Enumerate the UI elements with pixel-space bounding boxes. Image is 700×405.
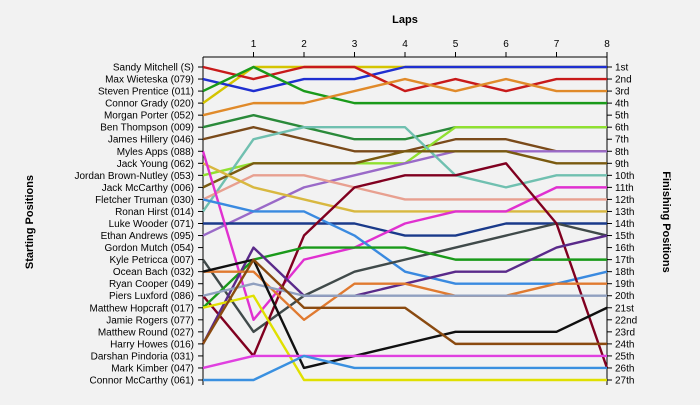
finishing-label: 20th — [615, 291, 634, 302]
finishing-label: 21st — [615, 303, 634, 314]
series-line-24 — [202, 258, 608, 370]
x-tick-label: 5 — [453, 39, 459, 50]
finishing-label: 15th — [615, 231, 634, 242]
x-tick-labels: 1 2 3 4 5 6 7 8 — [251, 39, 610, 57]
finishing-label: 10th — [615, 171, 634, 182]
starting-position-labels: Sandy Mitchell (S)Max Wieteska (079)Stev… — [75, 63, 203, 387]
starting-label: Harry Howes (016) — [110, 339, 194, 350]
finishing-label: 27th — [615, 376, 634, 387]
finishing-label: 12th — [615, 195, 634, 206]
series-line-27 — [203, 354, 607, 382]
starting-label: Connor McCarthy (061) — [90, 376, 194, 387]
series-line-23 — [202, 294, 607, 382]
x-tick-label: 1 — [251, 39, 257, 50]
starting-label: Ethan Andrews (095) — [101, 231, 194, 242]
starting-label: Connor Grady (020) — [105, 99, 194, 110]
starting-label: Max Wieteska (079) — [105, 75, 194, 86]
x-tick-label: 6 — [503, 39, 509, 50]
starting-label: Steven Prentice (011) — [98, 87, 194, 98]
starting-label: Jack McCarthy (006) — [102, 183, 194, 194]
finishing-label: 6th — [615, 123, 629, 134]
finishing-label: 11th — [615, 183, 634, 194]
series-line-15 — [201, 150, 607, 322]
finishing-label: 18th — [615, 267, 634, 278]
series-line-9 — [202, 150, 607, 237]
starting-label: Ronan Hirst (014) — [115, 207, 194, 218]
series-lines — [201, 65, 609, 382]
series-line-12 — [202, 150, 607, 189]
series-line-13 — [202, 162, 607, 213]
finishing-label: 4th — [615, 99, 629, 110]
finishing-label: 13th — [615, 207, 634, 218]
starting-label: Luke Wooder (071) — [109, 219, 194, 230]
starting-label: Fletcher Truman (030) — [95, 195, 194, 206]
series-line-11 — [202, 174, 607, 201]
starting-label: Ryan Cooper (049) — [109, 279, 194, 290]
starting-label: Jack Young (062) — [117, 159, 194, 170]
finishing-label: 17th — [615, 255, 634, 266]
finishing-label: 3rd — [615, 87, 629, 98]
series-line-14 — [203, 222, 607, 237]
series-line-19 — [202, 246, 607, 309]
series-line-22 — [202, 282, 607, 297]
starting-label: Morgan Porter (052) — [104, 111, 194, 122]
series-line-18 — [202, 162, 609, 369]
finishing-label: 14th — [615, 219, 634, 230]
x-tick-label: 8 — [604, 39, 610, 50]
x-tick-label: 3 — [352, 39, 358, 50]
series-line-16 — [202, 198, 608, 285]
series-line-20 — [201, 234, 608, 345]
series-line-26 — [202, 354, 607, 370]
finishing-label: 5th — [615, 111, 629, 122]
right-axis-title: Finishing Positions — [660, 171, 672, 272]
starting-label: Gordon Mutch (054) — [105, 243, 195, 254]
starting-label: Jordan Brown-Nutley (053) — [75, 171, 195, 182]
finishing-label: 19th — [615, 279, 634, 290]
series-line-17 — [202, 222, 608, 334]
x-tick-label: 4 — [402, 39, 408, 50]
starting-label: Ben Thompson (009) — [100, 123, 194, 134]
finishing-label: 2nd — [615, 75, 632, 86]
starting-label: Piers Luxford (086) — [109, 291, 194, 302]
x-tick-label: 2 — [301, 39, 307, 50]
series-line-2 — [202, 65, 607, 93]
x-axis-title: Laps — [392, 14, 418, 26]
starting-label: Jamie Rogers (077) — [106, 315, 194, 326]
starting-label: Sandy Mitchell (S) — [113, 63, 194, 74]
finishing-label: 9th — [615, 159, 629, 170]
finishing-label: 7th — [615, 135, 629, 146]
series-line-10 — [202, 125, 607, 213]
finishing-label: 22nd — [615, 315, 637, 326]
finishing-label: 25th — [615, 351, 634, 362]
starting-label: Ocean Bach (032) — [113, 267, 194, 278]
starting-label: James Hillery (046) — [108, 135, 194, 146]
finishing-position-labels: 1st2nd3rd4th5th6th7th8th9th10th11th12th1… — [607, 63, 637, 387]
chart-axes — [202, 56, 608, 385]
starting-label: Mark Kimber (047) — [111, 363, 194, 374]
finishing-label: 1st — [615, 63, 629, 74]
series-line-25 — [201, 258, 607, 346]
starting-label: Darshan Pindoria (031) — [91, 351, 194, 362]
left-axis-title: Starting Positions — [24, 175, 36, 269]
starting-label: Matthew Hopcraft (017) — [90, 303, 195, 314]
finishing-label: 23rd — [615, 327, 635, 338]
finishing-label: 26th — [615, 363, 634, 374]
finishing-label: 24th — [615, 339, 634, 350]
finishing-label: 8th — [615, 147, 629, 158]
series-line-5 — [202, 77, 607, 117]
finishing-label: 16th — [615, 243, 634, 254]
series-line-4 — [202, 65, 607, 105]
starting-label: Myles Apps (088) — [117, 147, 194, 158]
starting-label: Matthew Round (027) — [98, 327, 194, 338]
starting-label: Kyle Petricca (007) — [110, 255, 194, 266]
x-tick-label: 7 — [554, 39, 560, 50]
